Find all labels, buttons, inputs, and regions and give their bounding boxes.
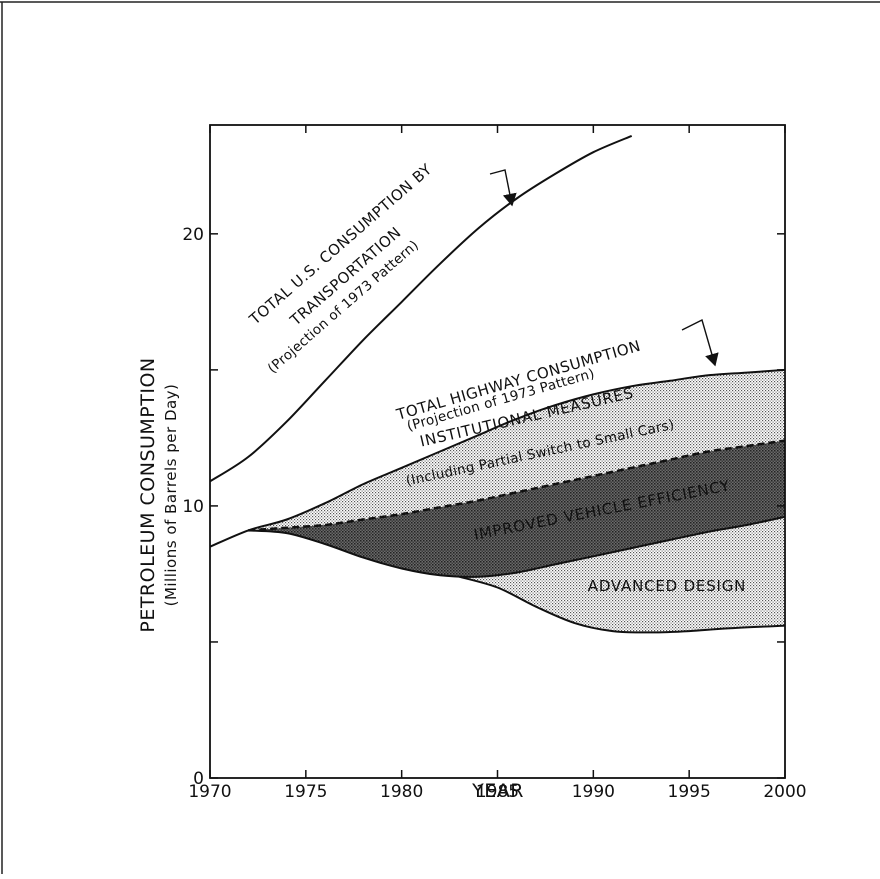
x-tick-label-1970: 1970 — [188, 782, 231, 802]
x-tick-label-1985: 1985 — [476, 782, 519, 802]
x-tick-label-1995: 1995 — [668, 782, 711, 802]
x-axis-title: YEAR — [471, 780, 524, 802]
x-tick-label-1975: 1975 — [284, 782, 327, 802]
band-areas — [248, 369, 786, 633]
line-total-transportation — [209, 134, 633, 483]
line-advanced-design — [458, 575, 786, 634]
line-improved-efficiency — [248, 515, 786, 578]
line-total-highway — [209, 368, 786, 548]
x-tick-label-1980: 1980 — [380, 782, 423, 802]
band-advanced-design — [459, 516, 785, 633]
series-lines — [209, 134, 786, 634]
y-tick-label-10: 10 — [182, 497, 204, 517]
band-institutional-measures — [248, 369, 786, 531]
y-tick-label-0: 0 — [193, 769, 204, 789]
label-transport-line3: (Projection of 1973 Pattern) — [265, 237, 422, 377]
x-tick-label-1990: 1990 — [572, 782, 615, 802]
axis-ticks: 1970 1975 1980 1985 1990 1995 2000 0 10 20 — [182, 125, 807, 802]
line-institutional-measures — [248, 439, 786, 532]
y-tick-label-20: 20 — [182, 225, 204, 245]
band-improved-vehicle-efficiency — [248, 440, 786, 577]
arrow-transport — [489, 169, 517, 207]
y-axis-subtitle: (Millions of Barrels per Day) — [162, 384, 180, 607]
arrow-highway — [681, 318, 719, 367]
x-tick-label-2000: 2000 — [763, 782, 806, 802]
y-axis-title: PETROLEUM CONSUMPTION — [137, 357, 159, 632]
label-advanced: ADVANCED DESIGN — [588, 577, 746, 595]
